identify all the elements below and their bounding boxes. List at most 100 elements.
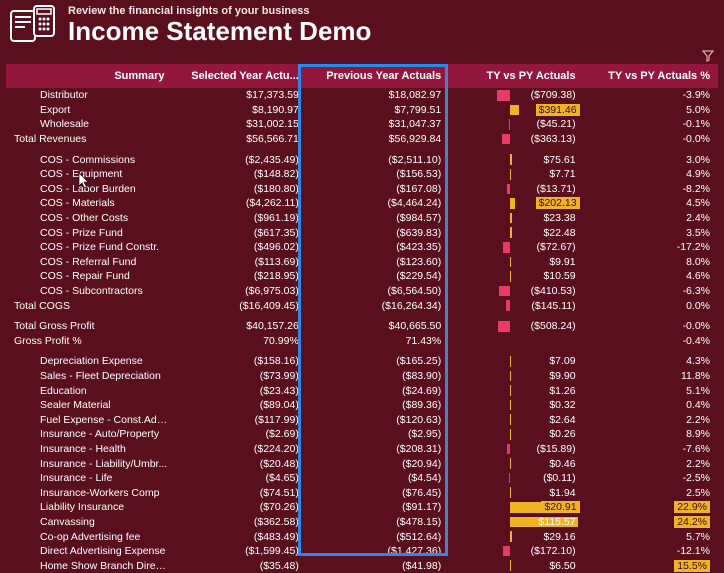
row-label: Export <box>6 103 176 118</box>
variance-value: ($13.71) <box>449 182 583 197</box>
row-label: Canvassing <box>6 515 176 530</box>
variance-pct: 2.2% <box>584 412 718 427</box>
variance-value: ($410.53) <box>449 284 583 299</box>
row-label: Gross Profit % <box>6 334 176 349</box>
previous-value: ($16,264.34) <box>307 298 449 313</box>
selected-value: ($158.16) <box>176 354 306 369</box>
selected-value: ($224.20) <box>176 442 306 457</box>
header-subtitle: Review the financial insights of your bu… <box>68 5 371 17</box>
variance-pct: -8.2% <box>584 182 718 197</box>
variance-pct: 0.4% <box>584 398 718 413</box>
previous-value: ($156.53) <box>307 167 449 182</box>
variance-pct: -0.0% <box>584 132 718 147</box>
row-label: Sales - Fleet Depreciation <box>6 369 176 384</box>
selected-value: ($73.99) <box>176 369 306 384</box>
variance-value: ($145.11) <box>449 298 583 313</box>
variance-value: $75.61 <box>449 152 583 167</box>
row-label: Total Gross Profit <box>6 319 176 334</box>
variance-value: $6.50 <box>449 558 583 573</box>
variance-value: $0.32 <box>449 398 583 413</box>
filter-icon[interactable] <box>702 50 714 65</box>
header: Review the financial insights of your bu… <box>0 0 724 50</box>
row-label: COS - Prize Fund Constr. <box>6 240 176 255</box>
variance-pct: -12.1% <box>584 544 718 559</box>
variance-value: $10.59 <box>449 269 583 284</box>
row-label: COS - Materials <box>6 196 176 211</box>
variance-value: $1.94 <box>449 485 583 500</box>
row-label: COS - Commissions <box>6 152 176 167</box>
row-label: Co-op Advertising fee <box>6 529 176 544</box>
variance-pct: 22.9% <box>584 500 718 515</box>
previous-value: $7,799.51 <box>307 103 449 118</box>
variance-pct: 4.9% <box>584 167 718 182</box>
variance-pct: 4.5% <box>584 196 718 211</box>
selected-value: $40,157.26 <box>176 319 306 334</box>
selected-value: ($20.48) <box>176 456 306 471</box>
variance-pct: -6.3% <box>584 284 718 299</box>
variance-value: $22.48 <box>449 225 583 240</box>
selected-value: $8,190.97 <box>176 103 306 118</box>
selected-value: ($961.19) <box>176 211 306 226</box>
variance-pct: 3.0% <box>584 152 718 167</box>
row-label: Total COGS <box>6 298 176 313</box>
variance-value: $2.64 <box>449 412 583 427</box>
variance-pct: 4.6% <box>584 269 718 284</box>
income-table: Summary Selected Year Actu... Previous Y… <box>6 64 718 573</box>
row-label: COS - Subcontractors <box>6 284 176 299</box>
report-logo-icon <box>10 4 56 44</box>
row-label: Education <box>6 383 176 398</box>
selected-value: 70.99% <box>176 334 306 349</box>
previous-value: ($120.63) <box>307 412 449 427</box>
col-summary[interactable]: Summary <box>6 64 176 88</box>
variance-pct: 11.8% <box>584 369 718 384</box>
variance-pct: 0.0% <box>584 298 718 313</box>
col-tvpp[interactable]: TY vs PY Actuals % <box>584 64 718 88</box>
selected-value: ($89.04) <box>176 398 306 413</box>
row-label: Insurance - Liability/Umbr... <box>6 456 176 471</box>
variance-pct: 4.3% <box>584 354 718 369</box>
previous-value: $18,082.97 <box>307 88 449 103</box>
row-label: COS - Equipment <box>6 167 176 182</box>
previous-value: ($91.17) <box>307 500 449 515</box>
previous-value: ($208.31) <box>307 442 449 457</box>
table-header-row: Summary Selected Year Actu... Previous Y… <box>6 64 718 88</box>
selected-value: ($70.26) <box>176 500 306 515</box>
variance-value: ($45.21) <box>449 117 583 132</box>
col-tvp[interactable]: TY vs PY Actuals <box>449 64 583 88</box>
row-label: Insurance - Life <box>6 471 176 486</box>
selected-value: $17,373.59 <box>176 88 306 103</box>
selected-value: ($4.65) <box>176 471 306 486</box>
variance-pct: -0.1% <box>584 117 718 132</box>
previous-value: ($1,427.36) <box>307 544 449 559</box>
table-area: Summary Selected Year Actu... Previous Y… <box>0 64 724 573</box>
variance-value: $115.57 <box>449 515 583 530</box>
row-label: Liability Insurance <box>6 500 176 515</box>
row-label: Insurance-Workers Comp <box>6 485 176 500</box>
header-title: Income Statement Demo <box>68 18 371 44</box>
previous-value: $40,665.50 <box>307 319 449 334</box>
row-label: COS - Labor Burden <box>6 182 176 197</box>
previous-value: ($2.95) <box>307 427 449 442</box>
col-previous[interactable]: Previous Year Actuals <box>307 64 449 88</box>
selected-value: $31,002.15 <box>176 117 306 132</box>
previous-value: ($2,511.10) <box>307 152 449 167</box>
variance-pct: -17.2% <box>584 240 718 255</box>
previous-value: ($4.54) <box>307 471 449 486</box>
selected-value: ($2.69) <box>176 427 306 442</box>
previous-value: ($89.36) <box>307 398 449 413</box>
previous-value: ($20.94) <box>307 456 449 471</box>
row-label: COS - Repair Fund <box>6 269 176 284</box>
variance-value <box>449 334 583 349</box>
variance-value: $23.38 <box>449 211 583 226</box>
variance-value: $7.71 <box>449 167 583 182</box>
selected-value: ($148.82) <box>176 167 306 182</box>
previous-value: ($6,564.50) <box>307 284 449 299</box>
selected-value: ($35.48) <box>176 558 306 573</box>
col-selected[interactable]: Selected Year Actu... <box>176 64 306 88</box>
row-label: Distributor <box>6 88 176 103</box>
selected-value: ($617.35) <box>176 225 306 240</box>
variance-pct: 8.0% <box>584 255 718 270</box>
variance-pct: 8.9% <box>584 427 718 442</box>
variance-value: ($172.10) <box>449 544 583 559</box>
previous-value: ($512.64) <box>307 529 449 544</box>
